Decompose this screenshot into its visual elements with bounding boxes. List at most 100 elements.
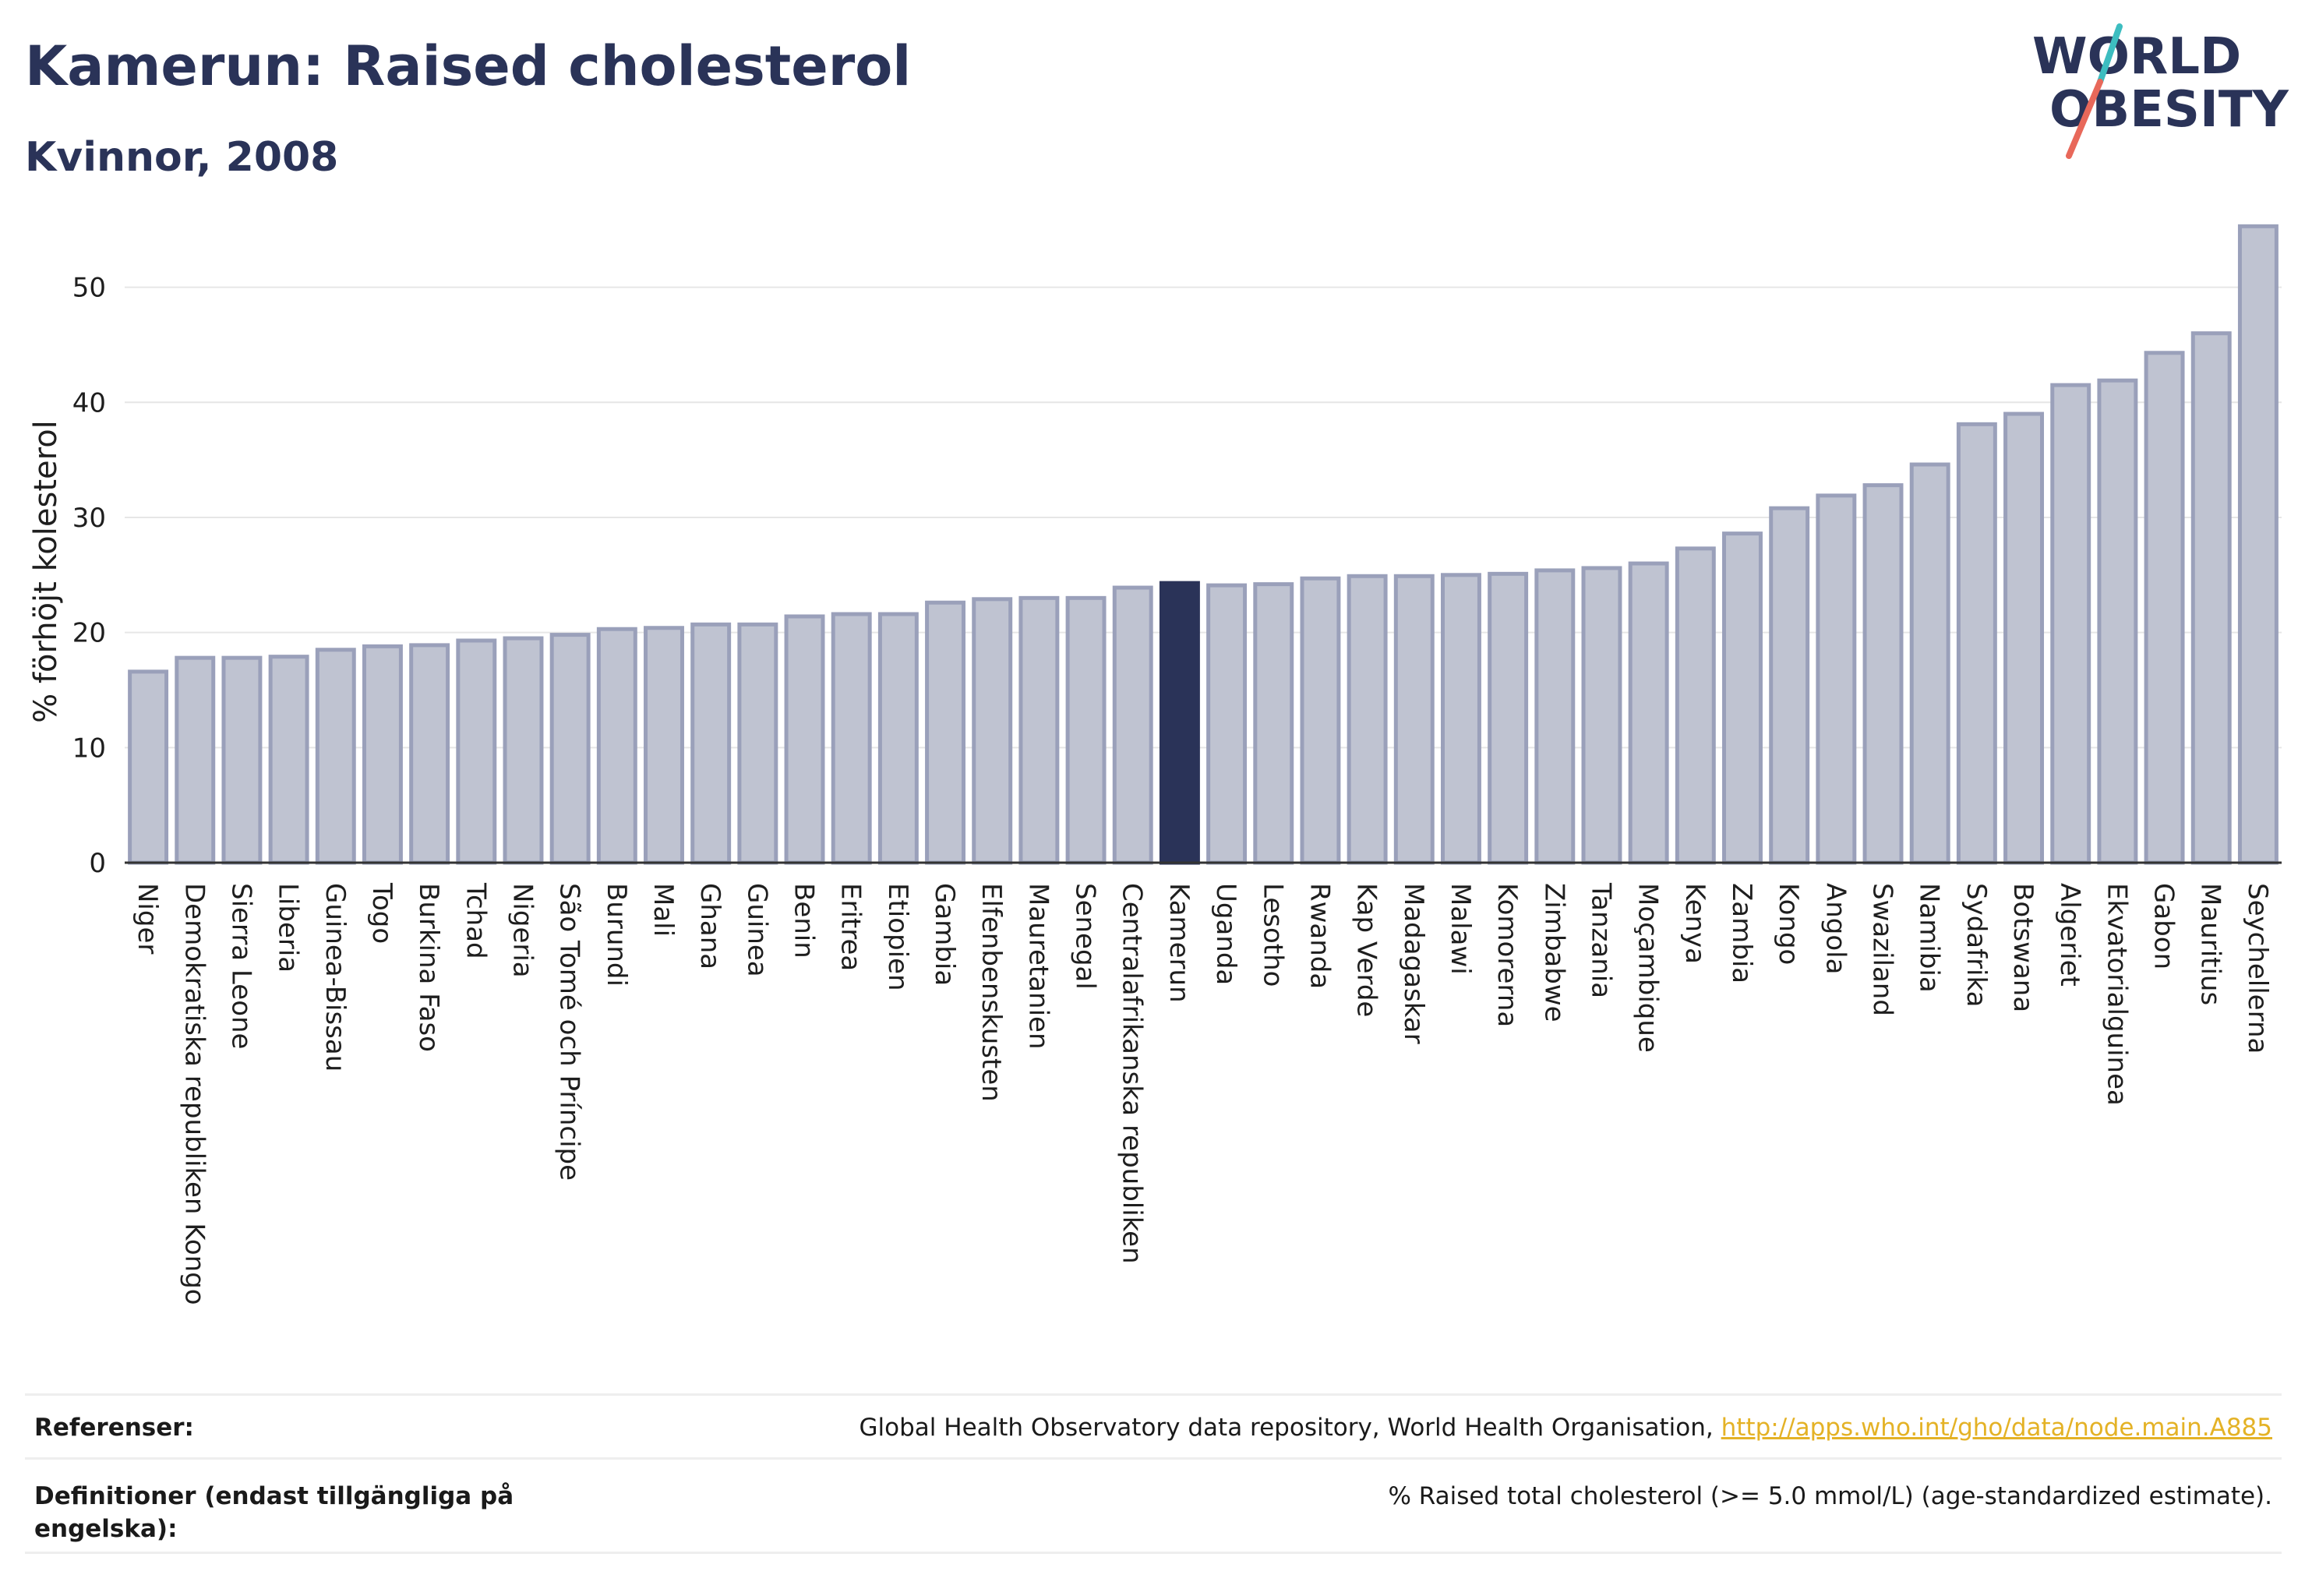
references-text: Global Health Observatory data repositor… bbox=[859, 1414, 1721, 1442]
x-tick-label: Rwanda bbox=[1304, 883, 1335, 989]
references-label: Referenser: bbox=[34, 1414, 194, 1442]
x-axis-labels: Niger Demokratiska republiken Kongo Sierra… bbox=[132, 882, 2273, 1305]
x-tick-label: Uganda bbox=[1210, 883, 1241, 985]
x-tick-label: Tchad bbox=[460, 882, 491, 959]
x-tick-label: Guinea-Bissau bbox=[319, 883, 351, 1072]
bar bbox=[128, 669, 169, 865]
x-tick-label: Nigeria bbox=[507, 883, 538, 978]
bar bbox=[1862, 483, 1904, 865]
x-tick-label: Lesotho bbox=[1257, 883, 1288, 987]
bar bbox=[831, 612, 872, 865]
bar bbox=[315, 648, 356, 865]
x-tick-label: São Tomé och Príncipe bbox=[554, 883, 585, 1181]
x-tick-label: Kenya bbox=[1679, 883, 1710, 964]
x-tick-label: Burundi bbox=[601, 883, 632, 987]
bar bbox=[690, 622, 732, 865]
y-tick-label: 30 bbox=[72, 503, 106, 534]
x-tick-label: Ghana bbox=[694, 883, 725, 969]
bar bbox=[1347, 574, 1388, 865]
x-tick-label: Eritrea bbox=[835, 883, 867, 971]
bar bbox=[737, 622, 778, 865]
x-tick-label: Centralafrikanska republiken bbox=[1117, 883, 1148, 1264]
x-tick-label: Moçambique bbox=[1633, 883, 1664, 1053]
bar-highlighted bbox=[1159, 581, 1200, 865]
bar bbox=[784, 614, 825, 865]
x-tick-label: Niger bbox=[132, 883, 163, 954]
page-subtitle: Kvinnor, 2008 bbox=[25, 134, 339, 181]
bar bbox=[2237, 224, 2279, 865]
y-axis-ticks: 0 10 20 30 40 50 bbox=[72, 273, 106, 879]
x-tick-label: Malawi bbox=[1445, 883, 1476, 975]
x-tick-label: Mali bbox=[648, 883, 679, 937]
x-tick-label: Tanzania bbox=[1585, 882, 1616, 998]
x-tick-label: Algeriet bbox=[2054, 883, 2085, 987]
x-tick-label: Elfenbenskusten bbox=[976, 883, 1007, 1102]
bar-chart: 0 10 20 30 40 50 Niger Demokratiska republiken… bbox=[28, 224, 2282, 1305]
bar bbox=[268, 655, 309, 865]
bar bbox=[503, 636, 544, 865]
x-tick-label: Mauretanien bbox=[1022, 883, 1054, 1050]
definitions-row: Definitioner (endast tillgängliga på eng… bbox=[25, 1457, 2282, 1554]
bar bbox=[596, 627, 637, 865]
bar bbox=[877, 612, 919, 865]
x-tick-label: Etiopien bbox=[882, 883, 913, 991]
references-row: Referenser: Global Health Observatory da… bbox=[25, 1393, 2282, 1457]
bar bbox=[1253, 582, 1294, 865]
bar bbox=[1206, 583, 1248, 865]
y-tick-label: 50 bbox=[72, 273, 106, 304]
x-tick-label: Seychellerna bbox=[2242, 883, 2273, 1054]
bar bbox=[1675, 546, 1716, 865]
bar bbox=[2003, 411, 2045, 865]
definitions-label: Definitioner (endast tillgängliga på eng… bbox=[34, 1482, 514, 1543]
bar bbox=[1534, 568, 1576, 865]
footer-table: Referenser: Global Health Observatory da… bbox=[25, 1393, 2282, 1554]
y-axis-title: % förhöjt kolesterol bbox=[28, 420, 64, 723]
bar bbox=[1722, 531, 1763, 865]
bar bbox=[175, 655, 216, 865]
y-tick-label: 40 bbox=[72, 387, 106, 418]
page-title: Kamerun: Raised cholesterol bbox=[25, 34, 912, 98]
bar bbox=[1018, 595, 1060, 865]
bar bbox=[456, 638, 497, 865]
bar bbox=[221, 655, 263, 865]
x-tick-label: Gabon bbox=[2148, 883, 2180, 969]
bar bbox=[362, 644, 403, 865]
x-tick-label: Guinea bbox=[741, 883, 772, 977]
x-tick-label: Togo bbox=[366, 882, 397, 944]
x-tick-label: Demokratiska republiken Kongo bbox=[178, 883, 210, 1305]
bar bbox=[1956, 422, 1997, 865]
bar bbox=[1300, 576, 1341, 865]
x-tick-label: Zambia bbox=[1726, 883, 1757, 983]
bar bbox=[2050, 383, 2091, 865]
world-obesity-logo: WORLD OBESITY bbox=[2032, 23, 2289, 159]
bar bbox=[925, 600, 966, 865]
bar bbox=[1581, 566, 1622, 865]
x-tick-label: Komorerna bbox=[1491, 883, 1523, 1027]
x-tick-label: Swaziland bbox=[1867, 883, 1898, 1016]
x-tick-label: Senegal bbox=[1070, 883, 1101, 990]
definitions-value: % Raised total cholesterol (>= 5.0 mmol/… bbox=[1388, 1482, 2272, 1510]
x-tick-label: Kongo bbox=[1773, 883, 1804, 965]
y-tick-label: 20 bbox=[72, 618, 106, 649]
x-tick-label: Sierra Leone bbox=[225, 883, 256, 1049]
x-tick-label: Gambia bbox=[929, 883, 960, 986]
bar bbox=[1816, 493, 1857, 865]
logo-line-world: WORLD bbox=[2032, 28, 2241, 86]
bar bbox=[1628, 561, 1669, 865]
bar bbox=[2097, 378, 2138, 865]
logo-slash-bottom bbox=[2066, 79, 2103, 159]
y-tick-label: 0 bbox=[89, 848, 106, 879]
bar bbox=[409, 643, 450, 865]
bar bbox=[2190, 331, 2232, 865]
bars bbox=[128, 224, 2279, 865]
bar bbox=[1065, 595, 1107, 865]
bar bbox=[1488, 571, 1529, 865]
references-link[interactable]: http://apps.who.int/gho/data/node.main.A… bbox=[1721, 1414, 2272, 1442]
x-tick-label: Burkina Faso bbox=[413, 883, 444, 1052]
x-tick-label: Liberia bbox=[273, 883, 304, 973]
bar bbox=[1769, 506, 1810, 865]
bar bbox=[1393, 574, 1435, 865]
logo-slash-top bbox=[2097, 23, 2123, 85]
bar bbox=[972, 597, 1013, 865]
references-value: Global Health Observatory data repositor… bbox=[860, 1411, 2282, 1444]
